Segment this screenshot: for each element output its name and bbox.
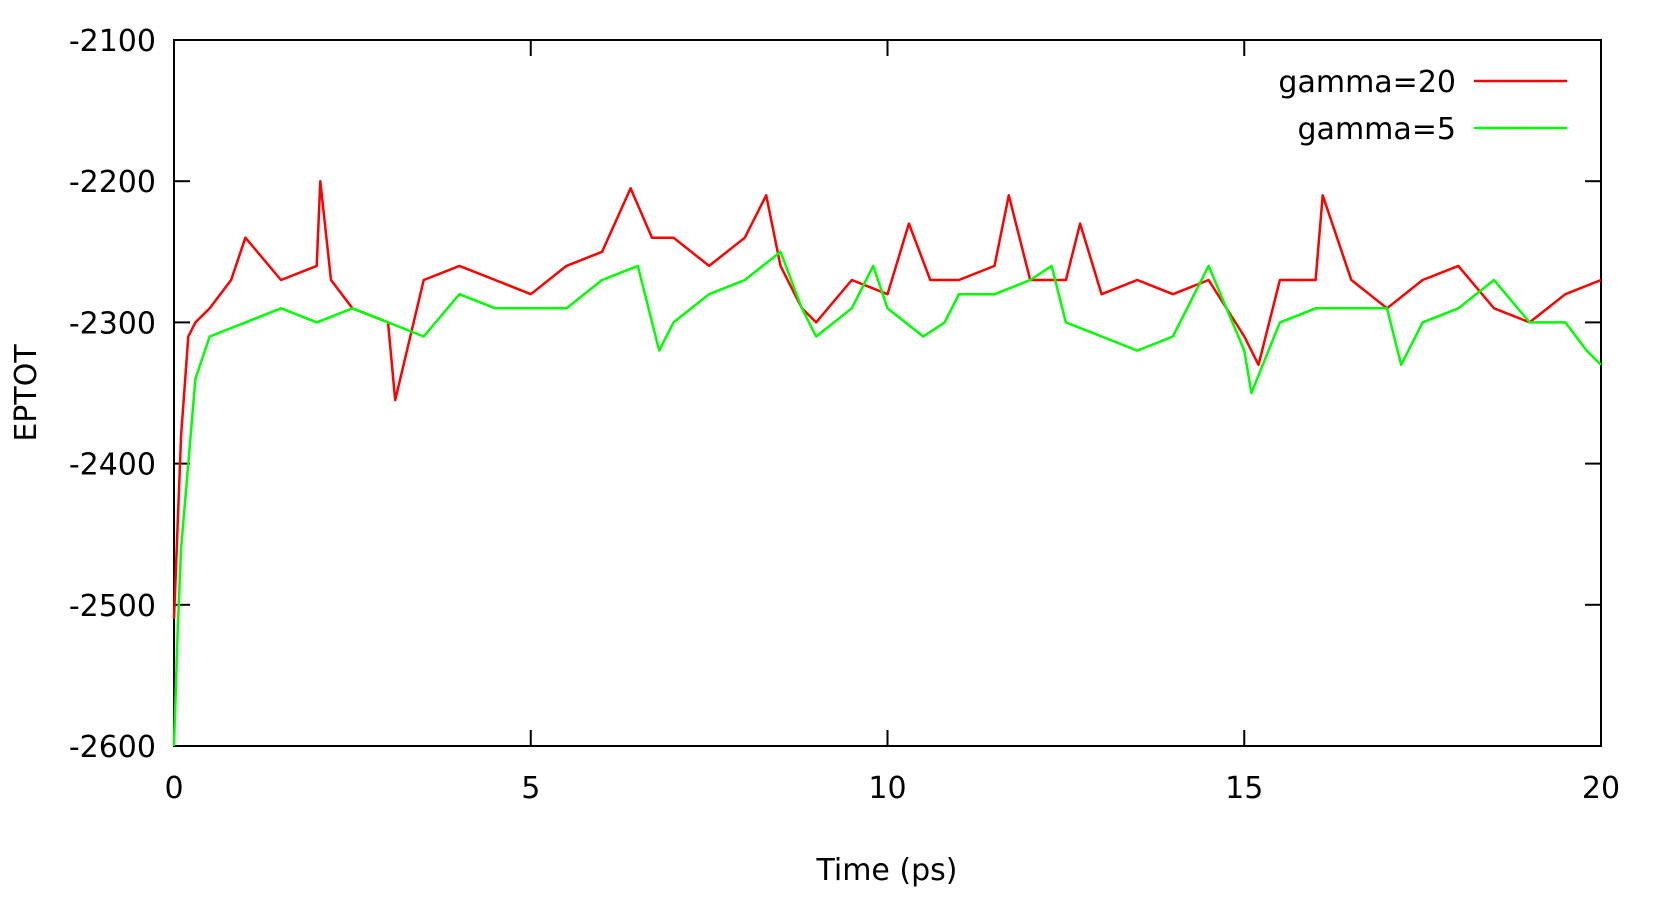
y-tick-label: -2200 (69, 165, 156, 200)
series-layer (172, 179, 1602, 747)
y-axis-title: EPTOT (9, 344, 44, 442)
x-tick-label: 20 (1582, 771, 1620, 806)
legend: gamma=20 gamma=5 (1278, 65, 1567, 147)
series-line-1 (172, 250, 1602, 747)
legend-label-0: gamma=20 (1278, 65, 1456, 100)
x-axis-title: Time (ps) (815, 853, 957, 888)
y-tick-label: -2400 (69, 448, 156, 483)
x-tick-label: 15 (1225, 771, 1263, 806)
legend-label-1: gamma=5 (1298, 112, 1456, 147)
x-tick-label: 5 (521, 771, 540, 806)
y-tick-label: -2300 (69, 306, 156, 341)
x-tick-label: 10 (868, 771, 906, 806)
axis-ticks (173, 39, 1602, 747)
y-tick-label: -2600 (69, 730, 156, 765)
y-tick-label: -2500 (69, 589, 156, 624)
series-line-0 (172, 179, 1602, 619)
y-tick-label: -2100 (69, 24, 156, 59)
x-tick-label: 0 (164, 771, 183, 806)
tick-labels: 0 5 10 15 20 -2100 -2200 -2300 -2400 -2500 -2600 (69, 24, 1620, 806)
